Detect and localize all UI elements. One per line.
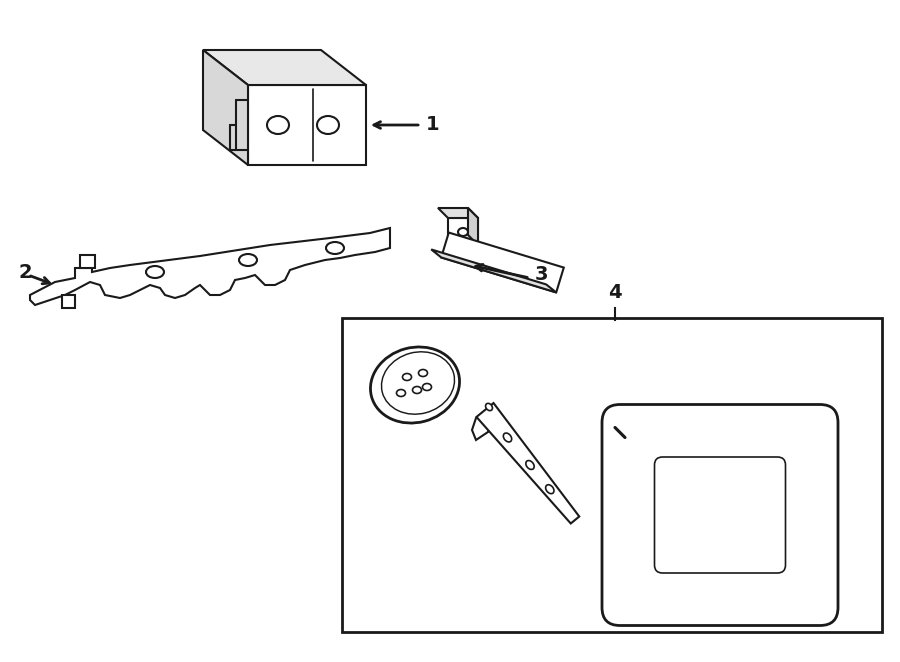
Ellipse shape [267,116,289,134]
Text: 3: 3 [535,265,548,285]
Ellipse shape [418,369,427,377]
Ellipse shape [526,461,535,469]
Ellipse shape [326,242,344,254]
Text: 4: 4 [608,283,622,302]
Polygon shape [203,50,248,165]
Ellipse shape [458,228,468,236]
Ellipse shape [402,373,411,381]
Ellipse shape [146,266,164,278]
Ellipse shape [545,485,554,494]
Ellipse shape [397,389,406,397]
Polygon shape [80,255,95,268]
Polygon shape [438,208,478,218]
Polygon shape [448,218,478,245]
Ellipse shape [239,254,257,266]
Polygon shape [431,250,556,293]
Text: 1: 1 [426,115,439,134]
Polygon shape [468,208,478,245]
Polygon shape [476,403,580,524]
Ellipse shape [422,383,431,391]
FancyBboxPatch shape [654,457,786,573]
Ellipse shape [503,433,512,442]
Ellipse shape [412,387,421,393]
Bar [342,318,882,632]
Ellipse shape [317,116,339,134]
Polygon shape [472,410,492,440]
Polygon shape [441,232,563,293]
Polygon shape [30,228,390,305]
Ellipse shape [486,403,492,410]
Text: 2: 2 [18,263,32,281]
Polygon shape [248,85,366,165]
Polygon shape [203,50,366,85]
Ellipse shape [371,347,460,423]
FancyBboxPatch shape [602,404,838,626]
Polygon shape [62,295,75,308]
